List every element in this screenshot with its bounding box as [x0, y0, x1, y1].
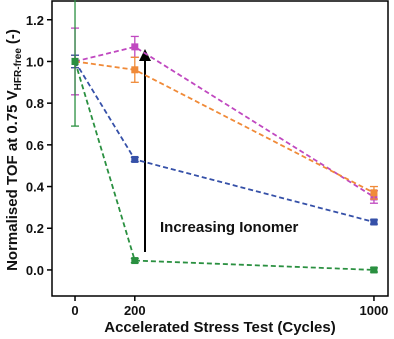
y-axis-label: Normalised TOF at 0.75 VHFR-free (-): [4, 29, 24, 271]
y-tick-label: 1.0: [26, 54, 44, 69]
y-tick-label: 0.2: [26, 221, 44, 236]
marker: [131, 43, 139, 51]
x-tick-label: 200: [124, 303, 146, 318]
series-line: [74, 45, 375, 198]
series-line: [74, 60, 375, 194]
series-line: [74, 60, 375, 223]
x-tick-label: 0: [71, 303, 78, 318]
y-tick-label: 0.8: [26, 96, 44, 111]
y-label-sub: HFR-free: [13, 48, 24, 91]
marker: [71, 57, 79, 65]
annotation: Increasing Ionomer: [160, 219, 299, 236]
marker: [370, 218, 378, 226]
y-tick-label: 1.2: [26, 13, 44, 28]
marker: [131, 257, 139, 265]
marker: [370, 189, 378, 197]
y-tick-label: 0.6: [26, 138, 44, 153]
y-tick-label: 0.0: [26, 263, 44, 278]
x-axis-label: Accelerated Stress Test (Cycles): [104, 319, 336, 336]
marker: [131, 66, 139, 74]
y-tick-label: 0.4: [26, 180, 45, 195]
x-tick-label: 1000: [359, 303, 388, 318]
marker: [131, 155, 139, 163]
y-label-text: Normalised TOF at 0.75 V: [4, 90, 21, 271]
marker: [370, 266, 378, 274]
series-line: [74, 61, 374, 271]
plot-frame: [51, 0, 389, 297]
y-label-suffix: (-): [4, 29, 21, 44]
